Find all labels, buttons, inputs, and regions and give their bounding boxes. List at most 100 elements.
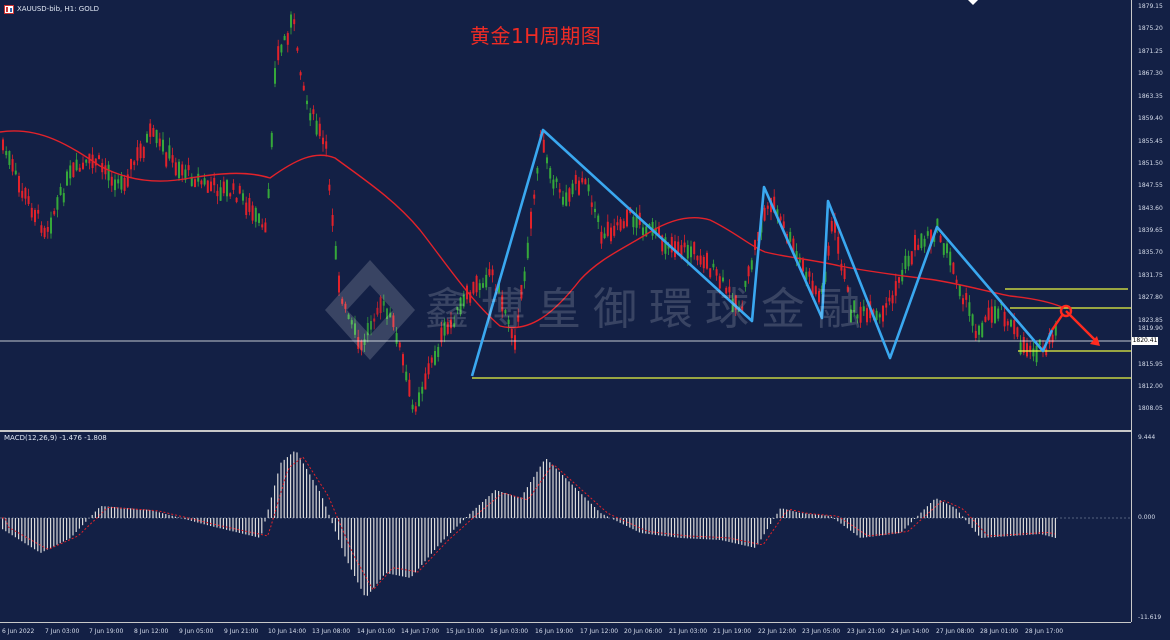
- candle-body: [562, 197, 564, 205]
- macd-bar: [914, 518, 915, 519]
- macd-bar: [552, 465, 553, 518]
- macd-bar: [268, 510, 269, 519]
- candle-body: [31, 208, 33, 218]
- candle-body: [591, 202, 593, 206]
- scroll-marker-icon[interactable]: [968, 0, 978, 6]
- candle-body: [188, 165, 190, 170]
- macd-bar: [482, 502, 483, 518]
- macd-signal-line: [2, 457, 1055, 590]
- macd-bar: [104, 506, 105, 518]
- macd-canvas[interactable]: [0, 432, 1131, 622]
- candle-body: [386, 308, 388, 318]
- macd-bar: [952, 507, 953, 518]
- macd-bar: [63, 518, 64, 542]
- candle-body: [1036, 346, 1038, 362]
- support-resistance-levels: [472, 289, 1131, 378]
- candle-body: [28, 196, 30, 204]
- candle-body: [616, 222, 618, 225]
- macd-indicator-label: MACD(12,26,9) -1.476 -1.808: [4, 434, 107, 442]
- macd-bar: [456, 518, 457, 527]
- candle-body: [200, 181, 202, 185]
- macd-bar: [495, 490, 496, 518]
- candle-body: [940, 236, 942, 243]
- candle-body: [517, 316, 519, 322]
- macd-bar: [460, 518, 461, 523]
- candle-body: [447, 322, 449, 334]
- candle-body: [943, 243, 945, 255]
- candle-body: [860, 307, 862, 323]
- macd-bar: [124, 508, 125, 518]
- macd-bar: [936, 499, 937, 518]
- candle-body: [1032, 349, 1034, 357]
- macd-bar: [642, 518, 643, 533]
- candle-body: [168, 145, 170, 158]
- macd-bar: [130, 508, 131, 518]
- time-tick: 20 Jun 06:00: [624, 628, 662, 635]
- macd-bar: [508, 494, 509, 518]
- macd-bar: [316, 485, 317, 518]
- macd-bar: [684, 518, 685, 538]
- candle-body: [268, 189, 270, 198]
- candle-body: [389, 313, 391, 318]
- macd-bar: [264, 518, 265, 522]
- candle-body: [559, 189, 561, 192]
- macd-bar: [466, 517, 467, 518]
- candle-body: [520, 285, 522, 299]
- macd-bar: [146, 510, 147, 518]
- candle-body: [258, 214, 260, 223]
- macd-bar: [924, 509, 925, 518]
- price-chart-canvas[interactable]: [0, 0, 1131, 430]
- candle-body: [303, 86, 305, 91]
- macd-bar: [312, 480, 313, 518]
- candle-body: [98, 155, 100, 159]
- macd-bar: [556, 469, 557, 518]
- candle-body: [972, 314, 974, 325]
- macd-bar: [501, 492, 502, 518]
- candle-body: [716, 269, 718, 275]
- candle-body: [133, 161, 135, 164]
- macd-bar: [943, 502, 944, 518]
- macd-bar: [1013, 518, 1014, 536]
- macd-bar: [168, 515, 169, 518]
- macd-bar: [133, 509, 134, 518]
- candle-body: [504, 310, 506, 313]
- macd-bar: [210, 518, 211, 526]
- time-tick: 21 Jun 03:00: [669, 628, 707, 635]
- macd-bar: [703, 518, 704, 539]
- time-tick: 14 Jun 01:00: [357, 628, 395, 635]
- macd-bar: [223, 518, 224, 529]
- price-chart-panel[interactable]: XAUUSD-bib, H1: GOLD 黄金1H周期图 鑫博皇御環球金融: [0, 0, 1131, 430]
- time-axis[interactable]: 6 Jun 2022 7 Jun 03:00 7 Jun 19:00 8 Jun…: [0, 622, 1131, 640]
- candle-body: [920, 234, 922, 249]
- macd-bar: [869, 518, 870, 537]
- macd-bar: [789, 510, 790, 518]
- candle-body: [607, 222, 609, 236]
- macd-bar: [2, 518, 3, 529]
- macd-bar: [348, 518, 349, 563]
- candle-body: [600, 232, 602, 244]
- macd-bar: [200, 518, 201, 523]
- candle-body: [293, 19, 295, 24]
- candle-body: [581, 178, 583, 182]
- candle-body: [453, 323, 455, 326]
- price-axis[interactable]: 1879.15 1875.20 1871.25 1867.30 1863.35 …: [1131, 0, 1170, 622]
- macd-panel[interactable]: [0, 432, 1131, 622]
- macd-bar: [386, 518, 387, 573]
- macd-bar: [236, 518, 237, 532]
- candle-body: [460, 298, 462, 314]
- macd-bar: [469, 514, 470, 518]
- candle-body: [204, 178, 206, 184]
- macd-bar: [216, 518, 217, 528]
- macd-bar: [901, 518, 902, 532]
- candle-body: [524, 271, 526, 281]
- candle-body: [370, 321, 372, 330]
- macd-bar: [8, 518, 9, 533]
- candle-body: [24, 188, 26, 199]
- candle-body: [40, 225, 42, 233]
- candle-body: [316, 121, 318, 135]
- macd-bar: [1000, 518, 1001, 537]
- macd-bar: [568, 481, 569, 518]
- macd-bar: [549, 462, 550, 518]
- macd-bar: [383, 518, 384, 576]
- macd-bar: [773, 518, 774, 519]
